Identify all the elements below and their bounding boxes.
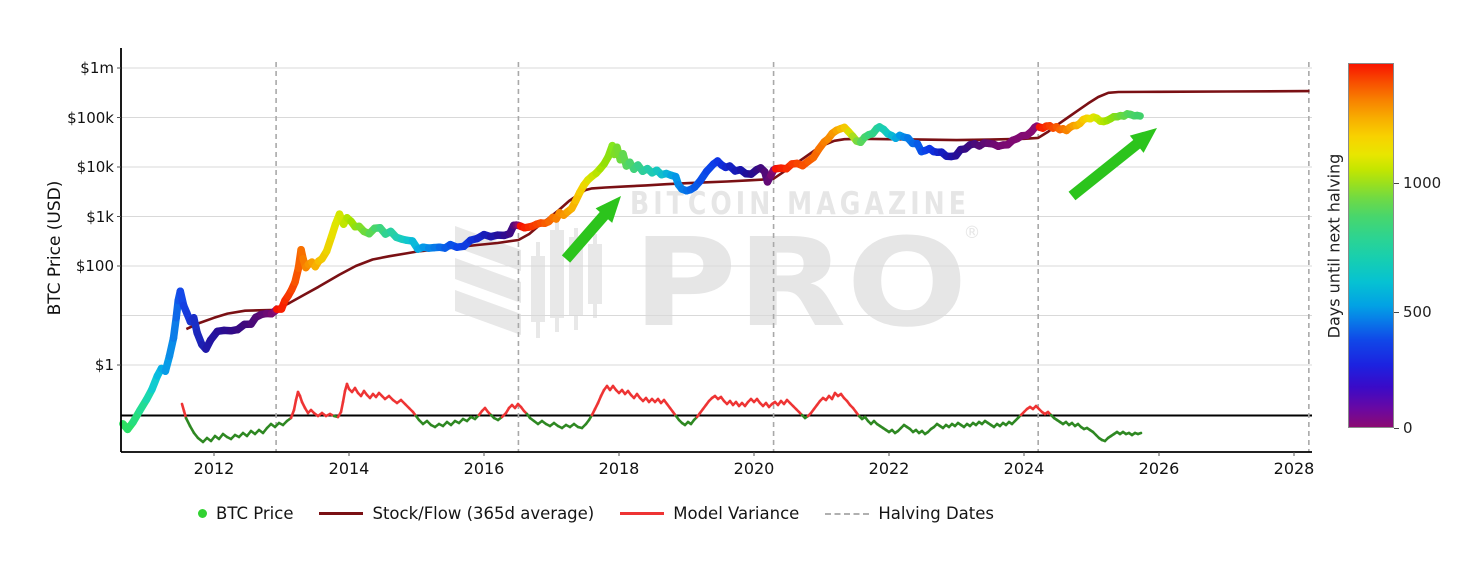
watermark-registered-icon: ® [964,223,981,243]
colorbar-tick-label: 0 [1403,419,1413,437]
x-tick-label: 2022 [868,459,910,478]
legend-item: Model Variance [620,504,799,523]
bitcoin-magazine-logo-icon [455,222,602,338]
legend-item: Stock/Flow (365d average) [319,504,594,523]
x-tick-label: 2014 [328,459,370,478]
y-tick-label: $100k [67,108,114,127]
y-tick-label: $1k [86,207,114,226]
trend-arrow-head-icon [1129,128,1157,153]
model-variance-line [339,400,345,414]
colorbar-tick-label: 1000 [1403,174,1442,192]
x-tick-label: 2018 [598,459,640,478]
stock-flow-line [185,89,1310,331]
y-axis-title: BTC Price (USD) [45,180,65,316]
model-variance-line [1136,431,1143,436]
legend-label: BTC Price [216,504,294,523]
trend-arrow-head-icon [595,196,621,223]
y-tick-label: $1 [94,356,114,374]
y-tick-label: $100 [75,257,114,275]
y-tick-label: $10k [76,158,114,176]
model-variance-line [292,398,298,412]
legend-swatch-icon [319,512,364,515]
colorbar-tick-mark [1394,183,1399,184]
legend-swatch-icon [825,512,870,515]
colorbar-title: Days until next halving [1324,153,1344,339]
trend-arrow-icon [1068,137,1144,201]
x-tick-label: 2028 [1273,459,1315,478]
legend-item: BTC Price [198,504,293,523]
model-variance-line [188,424,196,435]
colorbar-tick-label: 500 [1403,303,1432,321]
legend-label: Stock/Flow (365d average) [372,504,595,523]
legend-item: Halving Dates [825,504,994,523]
y-tick-label: $1m [80,59,114,77]
legend-swatch-icon [620,512,665,515]
watermark: BITCOIN MAGAZINE PRO ® [455,186,981,354]
model-variance-line [289,408,296,420]
colorbar [1348,63,1394,428]
x-tick-label: 2016 [463,459,505,478]
x-tick-label: 2026 [1138,459,1180,478]
chart-legend: BTC Price Stock/Flow (365d average) Model … [121,504,1071,523]
x-tick-label: 2012 [193,459,235,478]
x-tick-label: 2020 [733,459,775,478]
model-variance-line [184,416,192,428]
colorbar-tick-mark [1394,312,1399,313]
model-variance-line [341,389,347,404]
btc-price-line [1133,111,1144,120]
legend-label: Model Variance [673,504,800,523]
watermark-line2: PRO [633,212,968,354]
chart-layers [117,48,1312,456]
legend-swatch-icon [198,509,208,518]
legend-label: Halving Dates [878,504,994,523]
x-tick-label: 2024 [1003,459,1045,478]
trend-arrow-icon [561,208,611,263]
colorbar-tick-mark [1394,428,1399,429]
